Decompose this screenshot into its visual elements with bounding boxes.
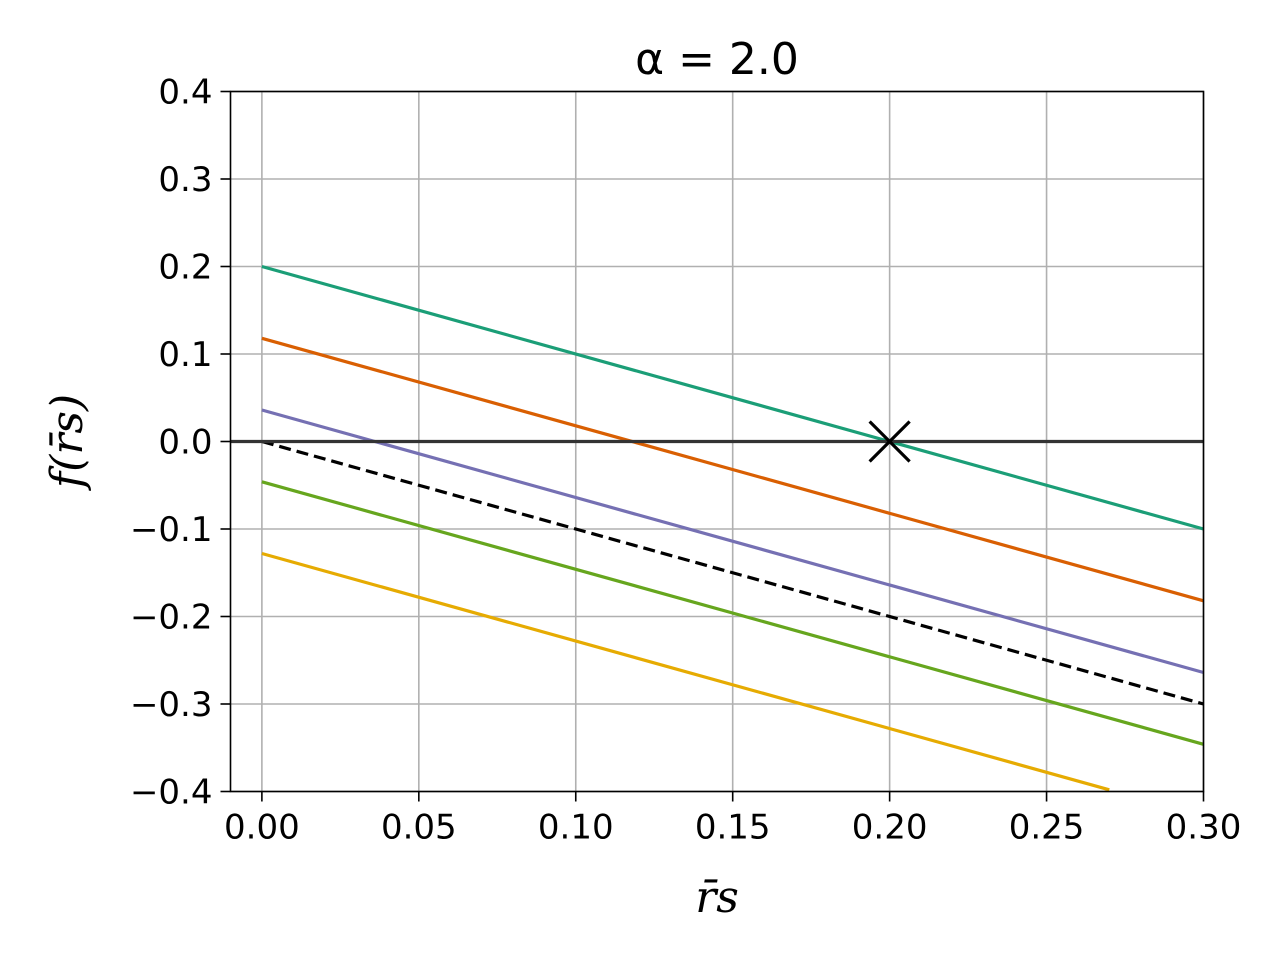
ticks: 0.00 0.05 0.10 0.15 0.20 0.25 0.30 0.4 0.3 0.2 0.1… [130,73,1241,848]
x-tick-label: 0.20 [852,808,928,848]
y-tick-label: 0.4 [158,73,212,113]
x-tick-label: 0.25 [1009,808,1085,848]
y-tick-label: 0.0 [158,423,212,463]
root-marker-stroke [868,420,911,463]
series-line-4 [261,439,1204,706]
root-marker [868,420,911,463]
series-line-6 [261,551,1110,792]
x-tick-label: 0.10 [538,808,614,848]
y-tick-label: −0.1 [130,510,213,550]
x-tick-label: 0.05 [381,808,457,848]
y-tick-label: −0.2 [130,598,213,638]
y-tick-label: 0.3 [158,160,212,200]
x-tick-label: 0.30 [1166,808,1242,848]
y-tick-label: 0.1 [158,335,212,375]
series-line-1 [261,264,1204,531]
x-tick-label: 0.00 [224,808,300,848]
series-line-5 [261,480,1204,746]
y-tick-label: −0.4 [130,773,213,813]
x-tick-label: 0.15 [695,808,771,848]
y-tick-label: 0.2 [158,248,212,288]
series-line-3 [261,408,1204,675]
chart-title: α = 2.0 [635,34,799,85]
x-axis-label: r̄s [695,872,739,923]
y-tick-label: −0.3 [130,685,213,725]
y-axis-label: f(r̄s) [42,394,93,491]
series-line-2 [261,336,1204,603]
series-layer [230,264,1204,792]
